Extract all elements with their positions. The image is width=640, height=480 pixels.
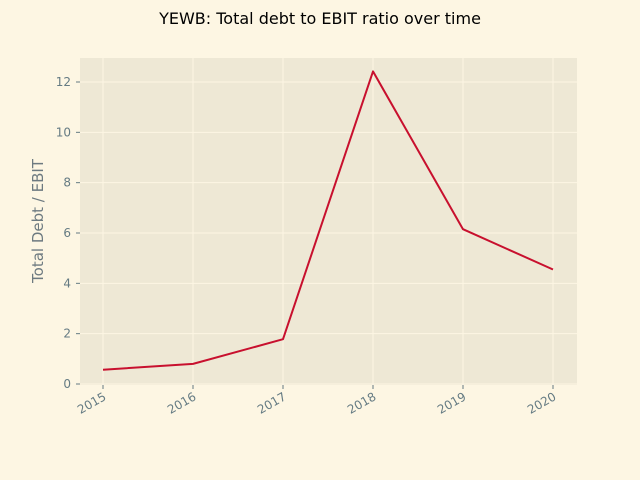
- y-tick-label: 8: [63, 176, 71, 190]
- y-axis-label: Total Debt / EBIT: [29, 158, 47, 284]
- y-tick-label: 6: [63, 226, 71, 240]
- plot-area: [80, 58, 577, 385]
- chart-title: YEWB: Total debt to EBIT ratio over time: [158, 9, 481, 28]
- y-tick-label: 12: [56, 75, 71, 89]
- grid: [80, 58, 577, 385]
- y-tick-label: 4: [63, 276, 71, 290]
- y-tick-label: 2: [63, 327, 71, 341]
- y-axis: 0 2 4 6 8 10 12: [56, 75, 80, 391]
- y-tick-label: 0: [63, 377, 71, 391]
- series-line: [102, 70, 554, 371]
- y-tick-label: 10: [56, 125, 71, 139]
- series-group: [102, 70, 554, 371]
